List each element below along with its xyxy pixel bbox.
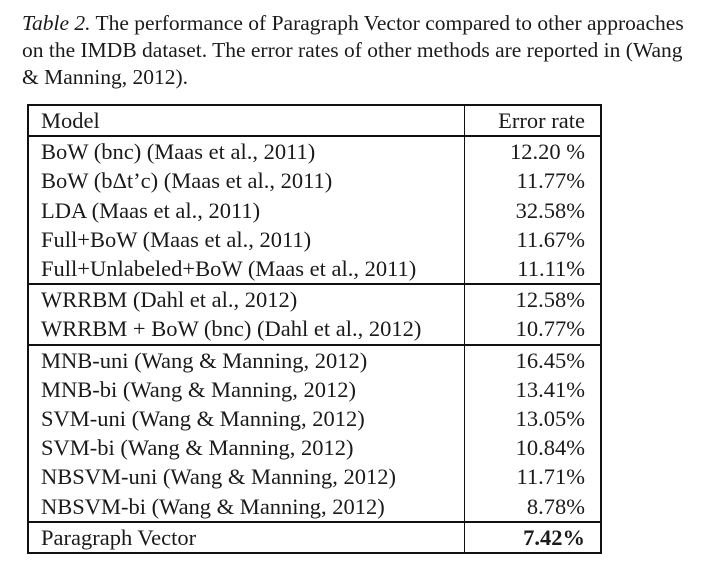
model-cell: Full+BoW (Maas et al., 2011) — [28, 224, 465, 255]
error-rate-cell: 12.20 % — [510, 139, 585, 165]
header-row: Model Error rate — [28, 105, 601, 138]
error-rate-cell: 7.42% — [523, 524, 585, 550]
table-row: LDA (Maas et al., 2011) 32.58% — [28, 195, 601, 225]
error-rate-cell: 12.58% — [515, 287, 585, 313]
error-rate-cell: 16.45% — [515, 347, 585, 373]
error-rate-cell: 10.84% — [515, 435, 585, 461]
model-cell: BoW (bnc) (Maas et al., 2011) — [28, 136, 465, 167]
model-cell: BoW (bΔt’c) (Maas et al., 2011) — [28, 166, 465, 196]
model-cell: WRRBM + BoW (bnc) (Dahl et al., 2012) — [28, 314, 465, 346]
table-row: Full+Unlabeled+BoW (Maas et al., 2011) 11… — [28, 254, 601, 286]
error-rate-cell: 8.78% — [464, 491, 601, 523]
table-row: Paragraph Vector 7.42% — [28, 521, 601, 554]
table-row: WRRBM + BoW (bnc) (Dahl et al., 2012) 10.… — [28, 314, 601, 346]
table-caption: Table 2. The performance of Paragraph Ve… — [22, 10, 702, 91]
model-cell: Paragraph Vector — [28, 521, 465, 554]
error-rate-cell: 13.41% — [515, 376, 585, 402]
model-cell: NBSVM-bi (Wang & Manning, 2012) — [28, 491, 465, 523]
model-cell: NBSVM-uni (Wang & Manning, 2012) — [28, 462, 465, 492]
error-rate-cell: 11.11% — [464, 254, 601, 286]
table-row: NBSVM-bi (Wang & Manning, 2012) 8.78% — [28, 491, 601, 523]
table-row: MNB-uni (Wang & Manning, 2012) 16.45% — [28, 344, 601, 375]
table-row: MNB-bi (Wang & Manning, 2012) 13.41% — [28, 374, 601, 405]
model-cell: Full+Unlabeled+BoW (Maas et al., 2011) — [28, 254, 465, 286]
error-rate-cell: 11.67% — [516, 226, 585, 252]
model-cell: SVM-uni (Wang & Manning, 2012) — [28, 404, 465, 434]
error-rate-cell: 10.77% — [464, 314, 601, 346]
table-row: WRRBM (Dahl et al., 2012) 12.58% — [28, 284, 601, 315]
error-rate-cell: 11.77% — [516, 168, 585, 194]
table-row: Full+BoW (Maas et al., 2011) 11.67% — [28, 224, 601, 255]
model-cell: SVM-bi (Wang & Manning, 2012) — [28, 433, 465, 463]
header-model: Model — [28, 105, 465, 138]
model-cell: MNB-bi (Wang & Manning, 2012) — [28, 374, 465, 405]
caption-text: The performance of Paragraph Vector comp… — [22, 11, 684, 89]
table-row: BoW (bΔt’c) (Maas et al., 2011) 11.77% — [28, 166, 601, 196]
error-rate-cell: 11.71% — [516, 464, 585, 490]
model-cell: MNB-uni (Wang & Manning, 2012) — [28, 344, 465, 375]
error-rate-cell: 13.05% — [515, 406, 585, 432]
model-cell: LDA (Maas et al., 2011) — [28, 195, 465, 225]
caption-label: Table 2. — [22, 11, 91, 35]
header-error-rate: Error rate — [464, 105, 601, 138]
table-row: SVM-bi (Wang & Manning, 2012) 10.84% — [28, 433, 601, 463]
table-row: SVM-uni (Wang & Manning, 2012) 13.05% — [28, 404, 601, 434]
results-table: Model Error rate BoW (bnc) (Maas et al.,… — [27, 104, 602, 555]
table-body: BoW (bnc) (Maas et al., 2011) 12.20 % BoW … — [28, 136, 601, 554]
table-row: NBSVM-uni (Wang & Manning, 2012) 11.71% — [28, 462, 601, 492]
model-cell: WRRBM (Dahl et al., 2012) — [28, 284, 465, 315]
error-rate-cell: 32.58% — [515, 197, 585, 223]
table-row: BoW (bnc) (Maas et al., 2011) 12.20 % — [28, 136, 601, 167]
